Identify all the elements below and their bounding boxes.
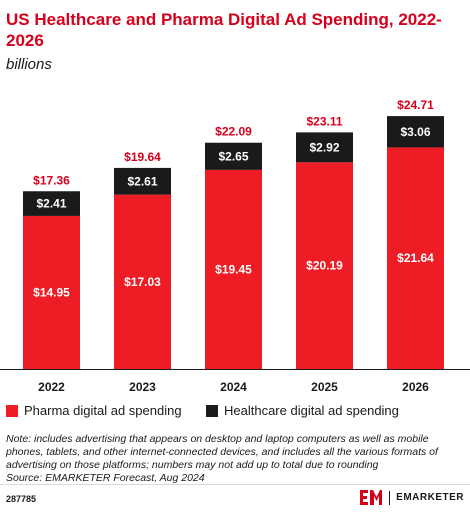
x-tick-label-2022: 2022 bbox=[38, 380, 65, 394]
legend-swatch-healthcare bbox=[206, 404, 218, 417]
bar-healthcare-2022 bbox=[23, 191, 80, 216]
bar-healthcare-2026 bbox=[387, 116, 444, 148]
legend-label-healthcare: Healthcare digital ad spending bbox=[224, 403, 399, 418]
x-tick-label-2023: 2023 bbox=[129, 380, 156, 394]
chart-subtitle: billions bbox=[6, 56, 52, 73]
legend-item-pharma: Pharma digital ad spending bbox=[6, 403, 182, 418]
chart-legend: Pharma digital ad spending Healthcare di… bbox=[6, 403, 466, 421]
total-label-2025: $23.11 bbox=[306, 114, 342, 128]
footer-divider bbox=[0, 484, 470, 485]
total-label-2024: $22.09 bbox=[215, 125, 252, 139]
brand-separator bbox=[389, 490, 391, 505]
chart-title: US Healthcare and Pharma Digital Ad Spen… bbox=[6, 10, 442, 50]
data-label-pharma-2022: $14.95 bbox=[33, 285, 70, 299]
data-label-healthcare-2025: $2.92 bbox=[309, 140, 339, 154]
source-text: Source: EMARKETER Forecast, Aug 2024 bbox=[6, 472, 205, 484]
brand-name: EMARKETER bbox=[396, 492, 464, 503]
x-tick-label-2024: 2024 bbox=[220, 380, 247, 394]
data-label-healthcare-2024: $2.65 bbox=[218, 149, 248, 163]
bar-pharma-2023 bbox=[114, 194, 171, 369]
brand: EMARKETER bbox=[359, 489, 464, 506]
data-label-healthcare-2023: $2.61 bbox=[127, 174, 157, 188]
data-label-pharma-2023: $17.03 bbox=[124, 275, 161, 289]
total-label-2023: $19.64 bbox=[124, 150, 161, 164]
chart-notes: Note: includes advertising that appears … bbox=[6, 433, 468, 485]
data-label-healthcare-2022: $2.41 bbox=[36, 197, 66, 211]
legend-label-pharma: Pharma digital ad spending bbox=[24, 403, 182, 418]
legend-item-healthcare: Healthcare digital ad spending bbox=[206, 403, 399, 418]
legend-swatch-pharma bbox=[6, 404, 18, 417]
emarketer-logo-icon bbox=[360, 490, 383, 505]
stacked-bar-chart: $14.95 $2.41 $17.36 2022 $17.03 $2.61 $19.64 20… bbox=[0, 98, 470, 394]
bar-healthcare-2023 bbox=[114, 167, 171, 195]
chart-id: 287785 bbox=[6, 494, 37, 504]
bar-pharma-2026 bbox=[387, 147, 444, 369]
bar-healthcare-2024 bbox=[205, 142, 262, 170]
x-tick-label-2026: 2026 bbox=[402, 380, 429, 394]
data-label-healthcare-2026: $3.06 bbox=[400, 125, 430, 139]
bar-pharma-2024 bbox=[205, 169, 262, 369]
note-text: Note: includes advertising that appears … bbox=[6, 433, 438, 471]
bar-pharma-2025 bbox=[296, 162, 353, 369]
x-tick-label-2025: 2025 bbox=[311, 380, 338, 394]
total-label-2026: $24.71 bbox=[397, 98, 434, 112]
data-label-pharma-2026: $21.64 bbox=[397, 251, 434, 265]
data-label-pharma-2025: $20.19 bbox=[306, 259, 343, 273]
total-label-2022: $17.36 bbox=[33, 173, 70, 187]
bar-healthcare-2025 bbox=[296, 132, 353, 163]
data-label-pharma-2024: $19.45 bbox=[215, 262, 252, 276]
bar-pharma-2022 bbox=[23, 215, 80, 369]
